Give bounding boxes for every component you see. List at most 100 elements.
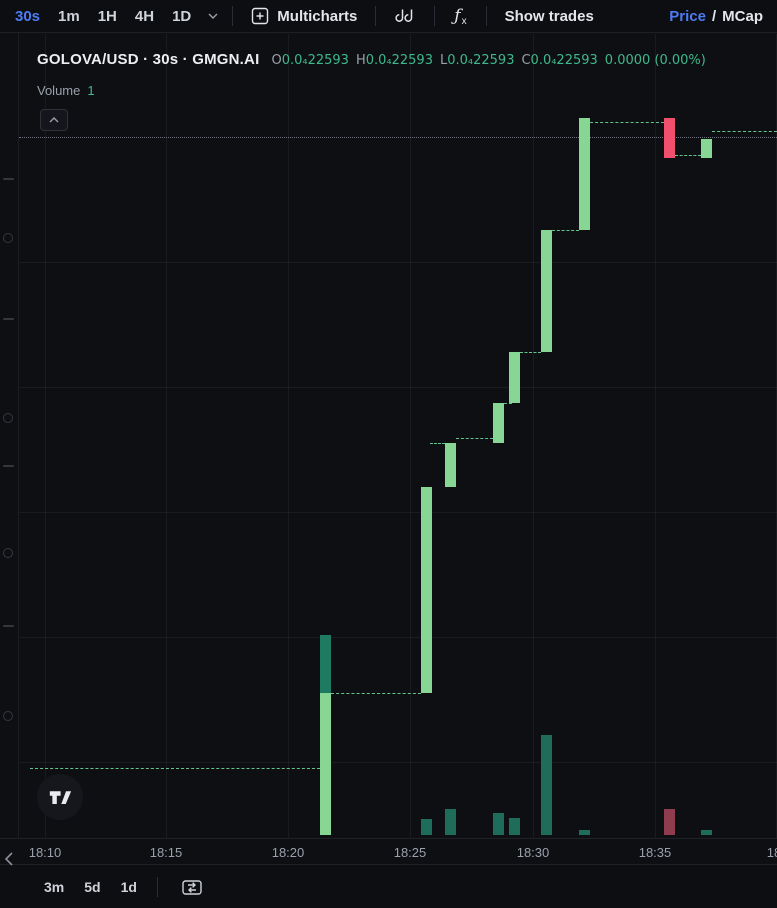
- candle: [509, 352, 520, 403]
- toolbar-divider: [434, 6, 436, 26]
- toolbar-divider: [232, 6, 234, 26]
- chevron-down-icon: [208, 13, 218, 19]
- step-line: [430, 443, 445, 444]
- step-line: [552, 230, 579, 231]
- time-label: 18:35: [638, 845, 672, 860]
- drawing-tool-icon[interactable]: [3, 711, 13, 721]
- price-toggle-label[interactable]: Price: [669, 7, 706, 25]
- volume-legend: Volume 1: [37, 83, 95, 98]
- volume-label: Volume: [37, 83, 81, 98]
- grid-line-horizontal: [19, 387, 777, 388]
- sidebar-collapse-button[interactable]: [0, 848, 18, 870]
- chevron-up-icon: [49, 117, 59, 123]
- time-label: 18:30: [516, 845, 550, 860]
- low-value: 0.0₄22593: [447, 53, 515, 68]
- step-line: [675, 155, 701, 156]
- volume-bar: [493, 813, 504, 835]
- grid-line-vertical: [288, 34, 289, 838]
- ohlc-readout: O0.0₄22593 H0.0₄22593 L0.0₄22593 C0.0₄22593…: [271, 53, 706, 68]
- interval-1m[interactable]: 1m: [58, 7, 80, 25]
- grid-line-horizontal: [19, 262, 777, 263]
- drawing-tool-icon[interactable]: [3, 625, 14, 627]
- compare-icon: [395, 9, 413, 22]
- candle: [421, 487, 432, 693]
- candle: [320, 635, 331, 693]
- close-value: 0.0₄22593: [530, 53, 598, 68]
- show-trades-button[interactable]: Show trades: [493, 0, 606, 32]
- symbol-title: GOLOVA/USD · 30s · GMGN.AI: [37, 51, 260, 68]
- step-line: [520, 352, 541, 353]
- mcap-toggle-label[interactable]: MCap: [722, 7, 763, 25]
- grid-line-vertical: [166, 34, 167, 838]
- interval-1h[interactable]: 1H: [97, 7, 117, 25]
- chart-area[interactable]: GOLOVA/USD · 30s · GMGN.AI O0.0₄22593 H0.…: [0, 33, 777, 838]
- drawing-tool-icon[interactable]: [3, 548, 13, 558]
- volume-bar: [509, 818, 520, 835]
- volume-bar: [579, 830, 590, 835]
- step-line: [504, 403, 512, 404]
- volume-bar: [445, 809, 456, 835]
- step-line: [590, 122, 664, 123]
- interval-4h[interactable]: 4H: [134, 7, 155, 25]
- show-trades-label: Show trades: [504, 7, 594, 25]
- volume-bar: [320, 768, 331, 835]
- drawing-tool-icon[interactable]: [3, 233, 13, 243]
- candlestick-plot: [0, 33, 777, 838]
- chart-legend: GOLOVA/USD · 30s · GMGN.AI O0.0₄22593 H0.…: [37, 51, 706, 68]
- time-label: 18:10: [28, 845, 62, 860]
- volume-bar: [664, 809, 675, 835]
- drawing-tool-icon[interactable]: [3, 413, 13, 423]
- tradingview-icon: [49, 791, 72, 804]
- grid-line-horizontal: [19, 762, 777, 763]
- step-line: [30, 768, 320, 769]
- time-axis[interactable]: 18:10 18:15 18:20 18:25 18:30 18:35 18: [0, 838, 777, 864]
- drawing-tool-icon[interactable]: [3, 465, 14, 467]
- step-line: [331, 693, 421, 694]
- step-line: [712, 131, 777, 132]
- volume-bar: [701, 830, 712, 835]
- drawing-tool-icon[interactable]: [3, 318, 14, 320]
- drawing-tool-icon[interactable]: [3, 178, 14, 180]
- range-5d-button[interactable]: 5d: [74, 879, 110, 895]
- tradingview-logo[interactable]: [37, 774, 83, 820]
- time-label: 18:20: [271, 845, 305, 860]
- grid-line-vertical: [45, 34, 46, 838]
- toolbar-divider: [375, 6, 377, 26]
- candle: [320, 693, 331, 770]
- interval-dropdown-button[interactable]: [200, 13, 226, 19]
- step-line: [456, 438, 493, 439]
- range-toolbar: 3m 5d 1d: [0, 864, 777, 908]
- price-mcap-slash: /: [711, 7, 717, 25]
- go-to-date-button[interactable]: [168, 865, 216, 908]
- price-mcap-toggle[interactable]: Price / MCap: [669, 8, 777, 25]
- grid-line-horizontal: [19, 637, 777, 638]
- drawing-toolbar: [0, 33, 19, 866]
- volume-bar: [421, 819, 432, 835]
- legend-collapse-button[interactable]: [40, 109, 68, 131]
- range-3m-button[interactable]: 3m: [34, 879, 74, 895]
- candle: [664, 118, 675, 158]
- open-value: 0.0₄22593: [281, 53, 349, 68]
- go-to-date-icon: [182, 879, 202, 895]
- change-value: 0.0000 (0.00%): [604, 53, 706, 68]
- candle: [493, 403, 504, 443]
- multicharts-button[interactable]: Multicharts: [239, 0, 369, 32]
- time-label: 18:15: [149, 845, 183, 860]
- time-label: 18: [766, 845, 777, 860]
- compare-button[interactable]: [382, 0, 428, 32]
- multicharts-label: Multicharts: [277, 7, 358, 25]
- candle: [541, 230, 552, 352]
- interval-1d[interactable]: 1D: [172, 7, 192, 25]
- grid-line-vertical: [410, 34, 411, 838]
- range-1d-button[interactable]: 1d: [111, 879, 147, 895]
- interval-30s[interactable]: 30s: [15, 7, 41, 25]
- grid-line-horizontal: [19, 512, 777, 513]
- candle: [579, 118, 590, 230]
- toolbar-divider: [156, 876, 158, 897]
- grid-line-vertical: [655, 34, 656, 838]
- price-line: [19, 137, 777, 138]
- chevron-left-icon: [5, 852, 13, 866]
